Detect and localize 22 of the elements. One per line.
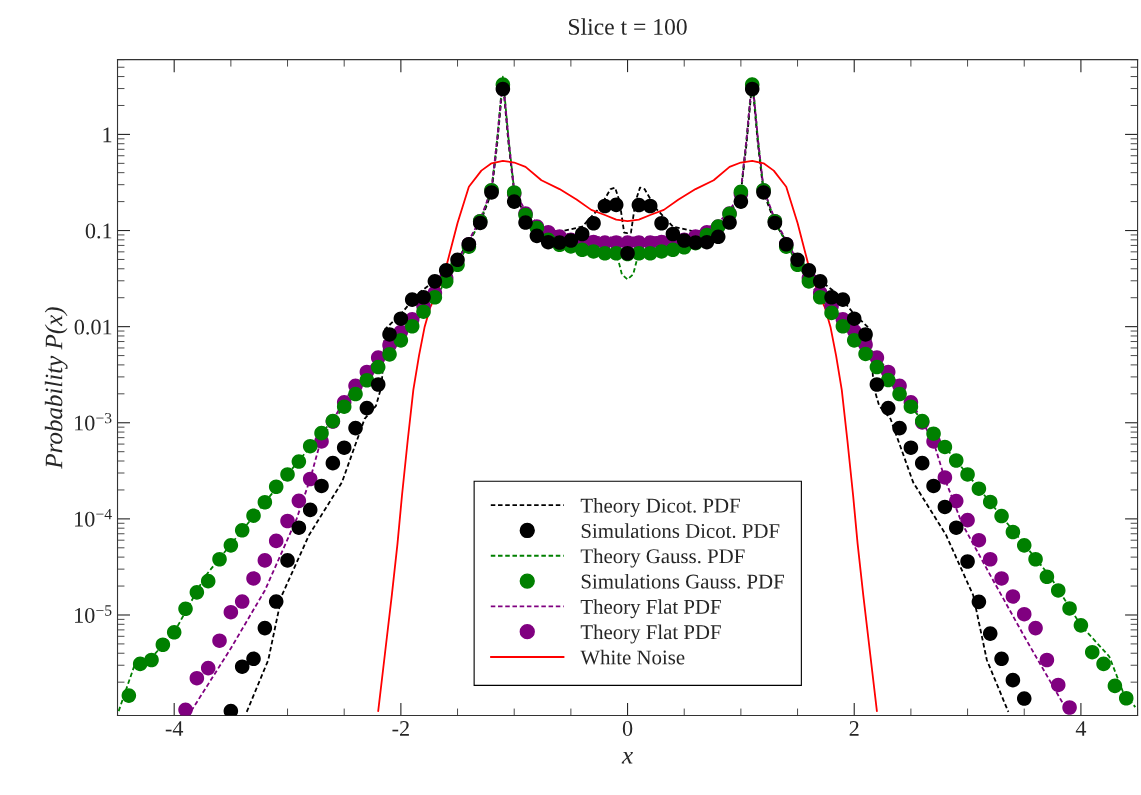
x-tick-label: 0 bbox=[622, 721, 633, 736]
legend-label: Simulations Gauss. PDF bbox=[581, 573, 784, 589]
legend-label: White Noise bbox=[580, 649, 685, 665]
legend-label: Theory Gauss. PDF bbox=[580, 548, 745, 568]
x-tick-label: 2 bbox=[849, 721, 859, 736]
y-axis-title: Probability P(x) bbox=[44, 307, 68, 469]
y-tick-label: 10$^{−5}$ bbox=[75, 605, 112, 623]
y-tick-label: 1 bbox=[103, 127, 112, 143]
legend-label: Theory Flat PDF bbox=[580, 624, 721, 644]
y-tick-label: 10$^{−3}$ bbox=[75, 412, 112, 431]
x-tick-label: -2 bbox=[392, 721, 409, 736]
y-tick-label: 10$^{−4}$ bbox=[75, 509, 112, 527]
line-series bbox=[377, 160, 878, 713]
x-tick-label: 4 bbox=[1075, 721, 1087, 736]
y-tick-label: 0.1 bbox=[85, 223, 112, 239]
y-tick-label: 0.01 bbox=[74, 319, 112, 335]
legend-label: Theory Flat PDF bbox=[580, 599, 721, 619]
legend-label: Theory Dicot. PDF bbox=[580, 497, 740, 517]
x-tick-label: -4 bbox=[165, 721, 184, 736]
chart-title: Slice t = 100 bbox=[569, 18, 687, 35]
x-axis-title: x bbox=[621, 751, 633, 764]
legend-label: Simulations Dicot. PDF bbox=[581, 523, 780, 539]
